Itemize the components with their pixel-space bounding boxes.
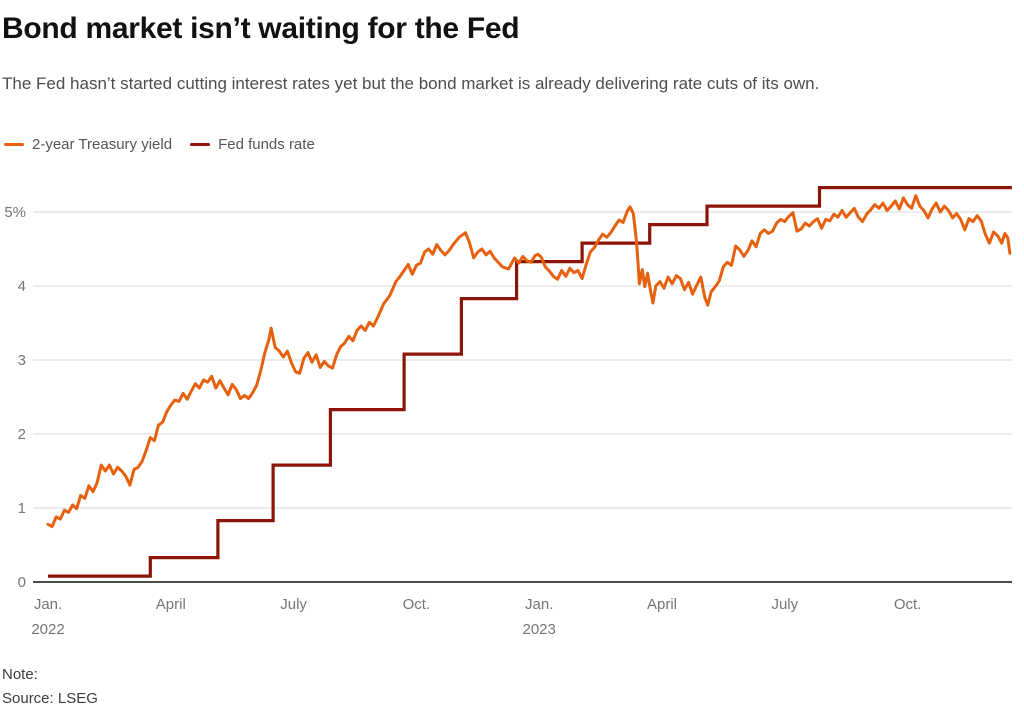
treasury-line-swatch-icon: [4, 142, 24, 147]
page-title: Bond market isn’t waiting for the Fed: [2, 12, 520, 45]
x-tick-oct-2023: Oct.: [894, 596, 922, 613]
x-tick-jan-2022: Jan.: [34, 596, 62, 613]
x-tick-jul-2023: July: [771, 596, 798, 613]
y-tick-3: 3: [18, 352, 26, 369]
x-tick-oct-2022: Oct.: [403, 596, 431, 613]
fed-funds-rate-line: [48, 186, 1012, 578]
x-year-2023: 2023: [523, 621, 556, 638]
x-tick-apr-2022: April: [156, 596, 186, 613]
footer: Note: Source: LSEG: [2, 663, 98, 711]
x-tick-jul-2022: July: [280, 596, 307, 613]
page-subtitle: The Fed hasn’t started cutting interest …: [2, 74, 820, 93]
note-text: Note:: [2, 666, 38, 683]
x-tick-jan-2023: Jan.: [525, 596, 553, 613]
x-tick-apr-2023: April: [647, 596, 677, 613]
legend-label-fed-funds: Fed funds rate: [218, 136, 315, 153]
y-tick-2: 2: [18, 426, 26, 443]
y-tick-4: 4: [18, 278, 26, 295]
legend-item-fed-funds: Fed funds rate: [190, 136, 315, 153]
source-text: Source: LSEG: [2, 690, 98, 707]
y-tick-1: 1: [18, 500, 26, 517]
fed-funds-line-swatch-icon: [190, 142, 211, 147]
y-tick-5: 5%: [4, 204, 26, 221]
legend-item-treasury-yield: 2-year Treasury yield: [4, 136, 172, 153]
legend: 2-year Treasury yield Fed funds rate: [4, 136, 333, 153]
x-year-2022: 2022: [31, 621, 64, 638]
legend-label-treasury-yield: 2-year Treasury yield: [32, 136, 173, 153]
y-tick-0: 0: [18, 574, 26, 591]
treasury-yield-line: [46, 194, 1012, 528]
